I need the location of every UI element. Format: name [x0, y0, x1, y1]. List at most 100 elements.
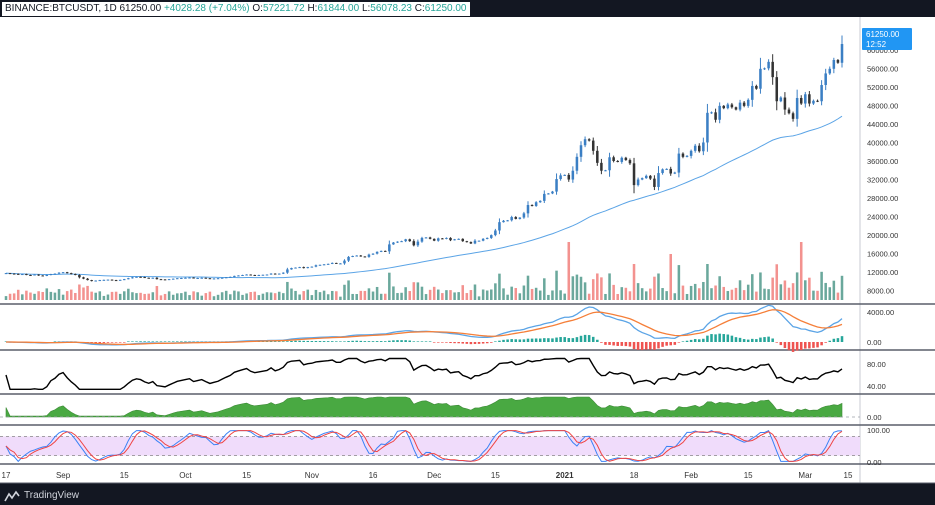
- candle-body: [367, 254, 371, 257]
- volume-bar: [200, 295, 204, 300]
- candle-body: [135, 276, 138, 278]
- open-label: O:: [252, 3, 263, 14]
- candle-body: [795, 97, 799, 119]
- candle: [90, 279, 93, 282]
- macd-histogram-bar: [306, 340, 310, 342]
- candle-body: [808, 94, 811, 104]
- candle: [559, 173, 562, 181]
- candle-body: [718, 105, 721, 120]
- candle-body: [200, 277, 204, 279]
- macd-histogram-bar: [832, 338, 836, 342]
- volume-bar: [559, 290, 562, 300]
- macd-histogram-bar: [543, 338, 546, 342]
- macd-histogram-bar: [404, 340, 407, 342]
- tradingview-logo[interactable]: TradingView: [4, 489, 79, 503]
- candle-body: [224, 277, 228, 279]
- candle-body: [159, 279, 163, 281]
- candle-body: [123, 279, 126, 281]
- tradingview-icon: [4, 490, 20, 502]
- volume-bar: [147, 293, 150, 300]
- volume-bar: [620, 287, 624, 300]
- candle: [343, 259, 346, 265]
- candle-body: [192, 277, 195, 279]
- candle: [261, 274, 265, 276]
- volume-bar: [237, 291, 240, 300]
- macd-histogram-bar: [180, 341, 183, 342]
- candle-body: [816, 100, 819, 102]
- volume-bar: [530, 288, 534, 300]
- candle-body: [208, 278, 212, 280]
- candle: [693, 143, 697, 153]
- candle: [424, 237, 428, 239]
- volume-bar: [649, 288, 652, 300]
- macd-histogram-bar: [396, 340, 399, 342]
- candle-body: [147, 277, 150, 279]
- candle-body: [787, 109, 791, 114]
- macd-histogram-bar: [441, 342, 444, 343]
- macd-histogram-bar: [640, 342, 644, 351]
- macd-histogram-bar: [151, 341, 155, 342]
- candle: [237, 275, 240, 277]
- candle: [392, 241, 395, 245]
- candle-body: [269, 273, 273, 275]
- candle-body: [265, 274, 269, 276]
- macd-histogram-bar: [624, 342, 628, 347]
- candle: [449, 237, 452, 242]
- candle: [61, 272, 65, 274]
- volume-bar: [746, 284, 750, 300]
- candle: [86, 277, 89, 281]
- macd-histogram-bar: [530, 338, 534, 342]
- candle-body: [257, 274, 261, 276]
- candle: [526, 201, 530, 218]
- volume-bar: [840, 275, 844, 300]
- price-axis[interactable]: 64000.0060000.0056000.0052000.0048000.00…: [867, 27, 898, 467]
- volume-bar: [693, 283, 697, 300]
- time-axis[interactable]: 17 Sep 15 Oct 15 Nov 16 Dec 15 2021 18 Feb 15 Mar 15: [2, 471, 853, 480]
- volume-bar: [506, 294, 509, 300]
- candle-body: [61, 272, 65, 274]
- candle-body: [616, 161, 619, 162]
- symbol-label[interactable]: BINANCE:BTCUSDT, 1D: [5, 3, 117, 14]
- candle-body: [441, 238, 444, 240]
- macd-histogram-bar: [375, 341, 379, 342]
- candle-body: [624, 157, 628, 161]
- macd-histogram-bar: [286, 341, 289, 342]
- volume-bar: [359, 290, 363, 300]
- candle: [347, 255, 350, 263]
- candle: [465, 240, 469, 243]
- candle-body: [102, 279, 106, 281]
- volume-bar: [490, 289, 493, 300]
- macd-histogram-bar: [742, 339, 746, 342]
- candle: [604, 169, 607, 172]
- time-tick-label: Oct: [179, 471, 192, 480]
- volume-bar: [759, 272, 762, 300]
- candle: [257, 274, 261, 276]
- macd-histogram-bar: [318, 341, 322, 342]
- candle-body: [506, 220, 509, 222]
- volume-bar: [180, 293, 183, 300]
- candle-body: [74, 274, 77, 276]
- macd-histogram-bar: [653, 342, 656, 350]
- candle-body: [273, 273, 277, 275]
- candle-body: [233, 275, 236, 277]
- candle: [522, 211, 526, 219]
- macd-histogram-bar: [416, 341, 420, 342]
- candle-body: [4, 273, 8, 275]
- volume-bar: [224, 290, 228, 300]
- volume-bar: [600, 277, 603, 300]
- candle: [791, 111, 795, 122]
- macd-histogram-bar: [127, 341, 130, 342]
- volume-bar: [494, 283, 497, 300]
- volume-bar: [78, 284, 81, 300]
- macd-histogram-bar: [326, 341, 330, 342]
- candle-body: [587, 139, 591, 141]
- price-tick-label: 24000.00: [867, 213, 898, 222]
- volume-bar: [824, 282, 827, 300]
- candle: [783, 92, 787, 115]
- volume-bar: [485, 290, 489, 300]
- macd-histogram-bar: [94, 342, 97, 344]
- candle-body: [355, 255, 358, 257]
- volume-bar: [624, 287, 628, 300]
- candle-body: [78, 274, 81, 278]
